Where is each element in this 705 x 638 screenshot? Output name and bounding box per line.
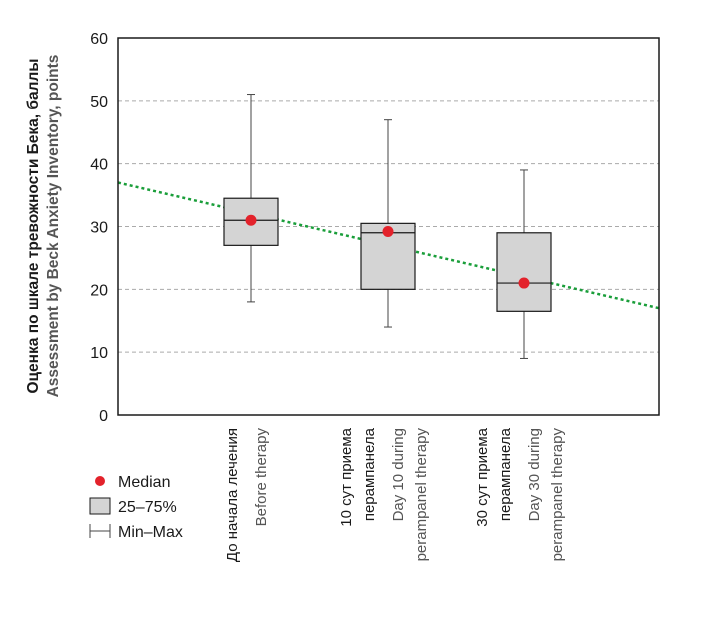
- category-label: 30 сут приема: [474, 427, 491, 526]
- category-label: perampanel therapy: [549, 428, 566, 562]
- category-labels: До начала лечения Before therapy 10 сут пр…: [224, 427, 566, 562]
- box-1: [223, 94, 279, 303]
- y-tick-label: 0: [99, 408, 108, 425]
- box-3: [496, 169, 552, 359]
- y-tick-label: 50: [90, 94, 108, 111]
- y-tick-label: 30: [90, 220, 108, 237]
- iqr-box: [360, 222, 416, 290]
- legend-label: 25–75%: [118, 499, 177, 516]
- median-layer: [245, 214, 530, 289]
- y-tick-label: 10: [90, 345, 108, 362]
- category-label: Before therapy: [253, 428, 270, 527]
- category-label: 10 сут приема: [338, 427, 355, 526]
- median-point: [382, 226, 394, 238]
- legend-label: Min–Max: [118, 524, 183, 541]
- grid-lines: [118, 100, 659, 353]
- y-axis-label-en: Assessment by Beck Anxiety Inventory, po…: [45, 55, 62, 398]
- box-swatch-icon: [89, 497, 111, 515]
- category-label: Day 30 during: [526, 428, 543, 521]
- category-label: До начала лечения: [224, 428, 241, 562]
- legend: Median 25–75% Min–Max: [89, 474, 183, 541]
- median-point: [245, 214, 257, 226]
- median-point: [518, 277, 530, 289]
- box-2: [360, 119, 416, 328]
- y-tick-label: 20: [90, 282, 108, 299]
- iqr-box: [496, 232, 552, 312]
- category-label: перампанела: [361, 427, 378, 521]
- median-dot-icon: [95, 476, 105, 486]
- category-label: Day 10 during: [390, 428, 407, 521]
- category-label: perampanel therapy: [413, 428, 430, 562]
- y-ticks: 0 10 20 30 40 50 60: [90, 31, 108, 425]
- y-tick-label: 60: [90, 31, 108, 48]
- box-layer: [223, 94, 552, 359]
- category-label: перампанела: [497, 427, 514, 521]
- y-axis-label: Оценка по шкале тревожности Бека, баллы …: [25, 55, 62, 398]
- y-axis-label-ru: Оценка по шкале тревожности Бека, баллы: [25, 58, 42, 393]
- plot-frame: [117, 37, 660, 416]
- y-tick-label: 40: [90, 157, 108, 174]
- legend-label: Median: [118, 474, 170, 491]
